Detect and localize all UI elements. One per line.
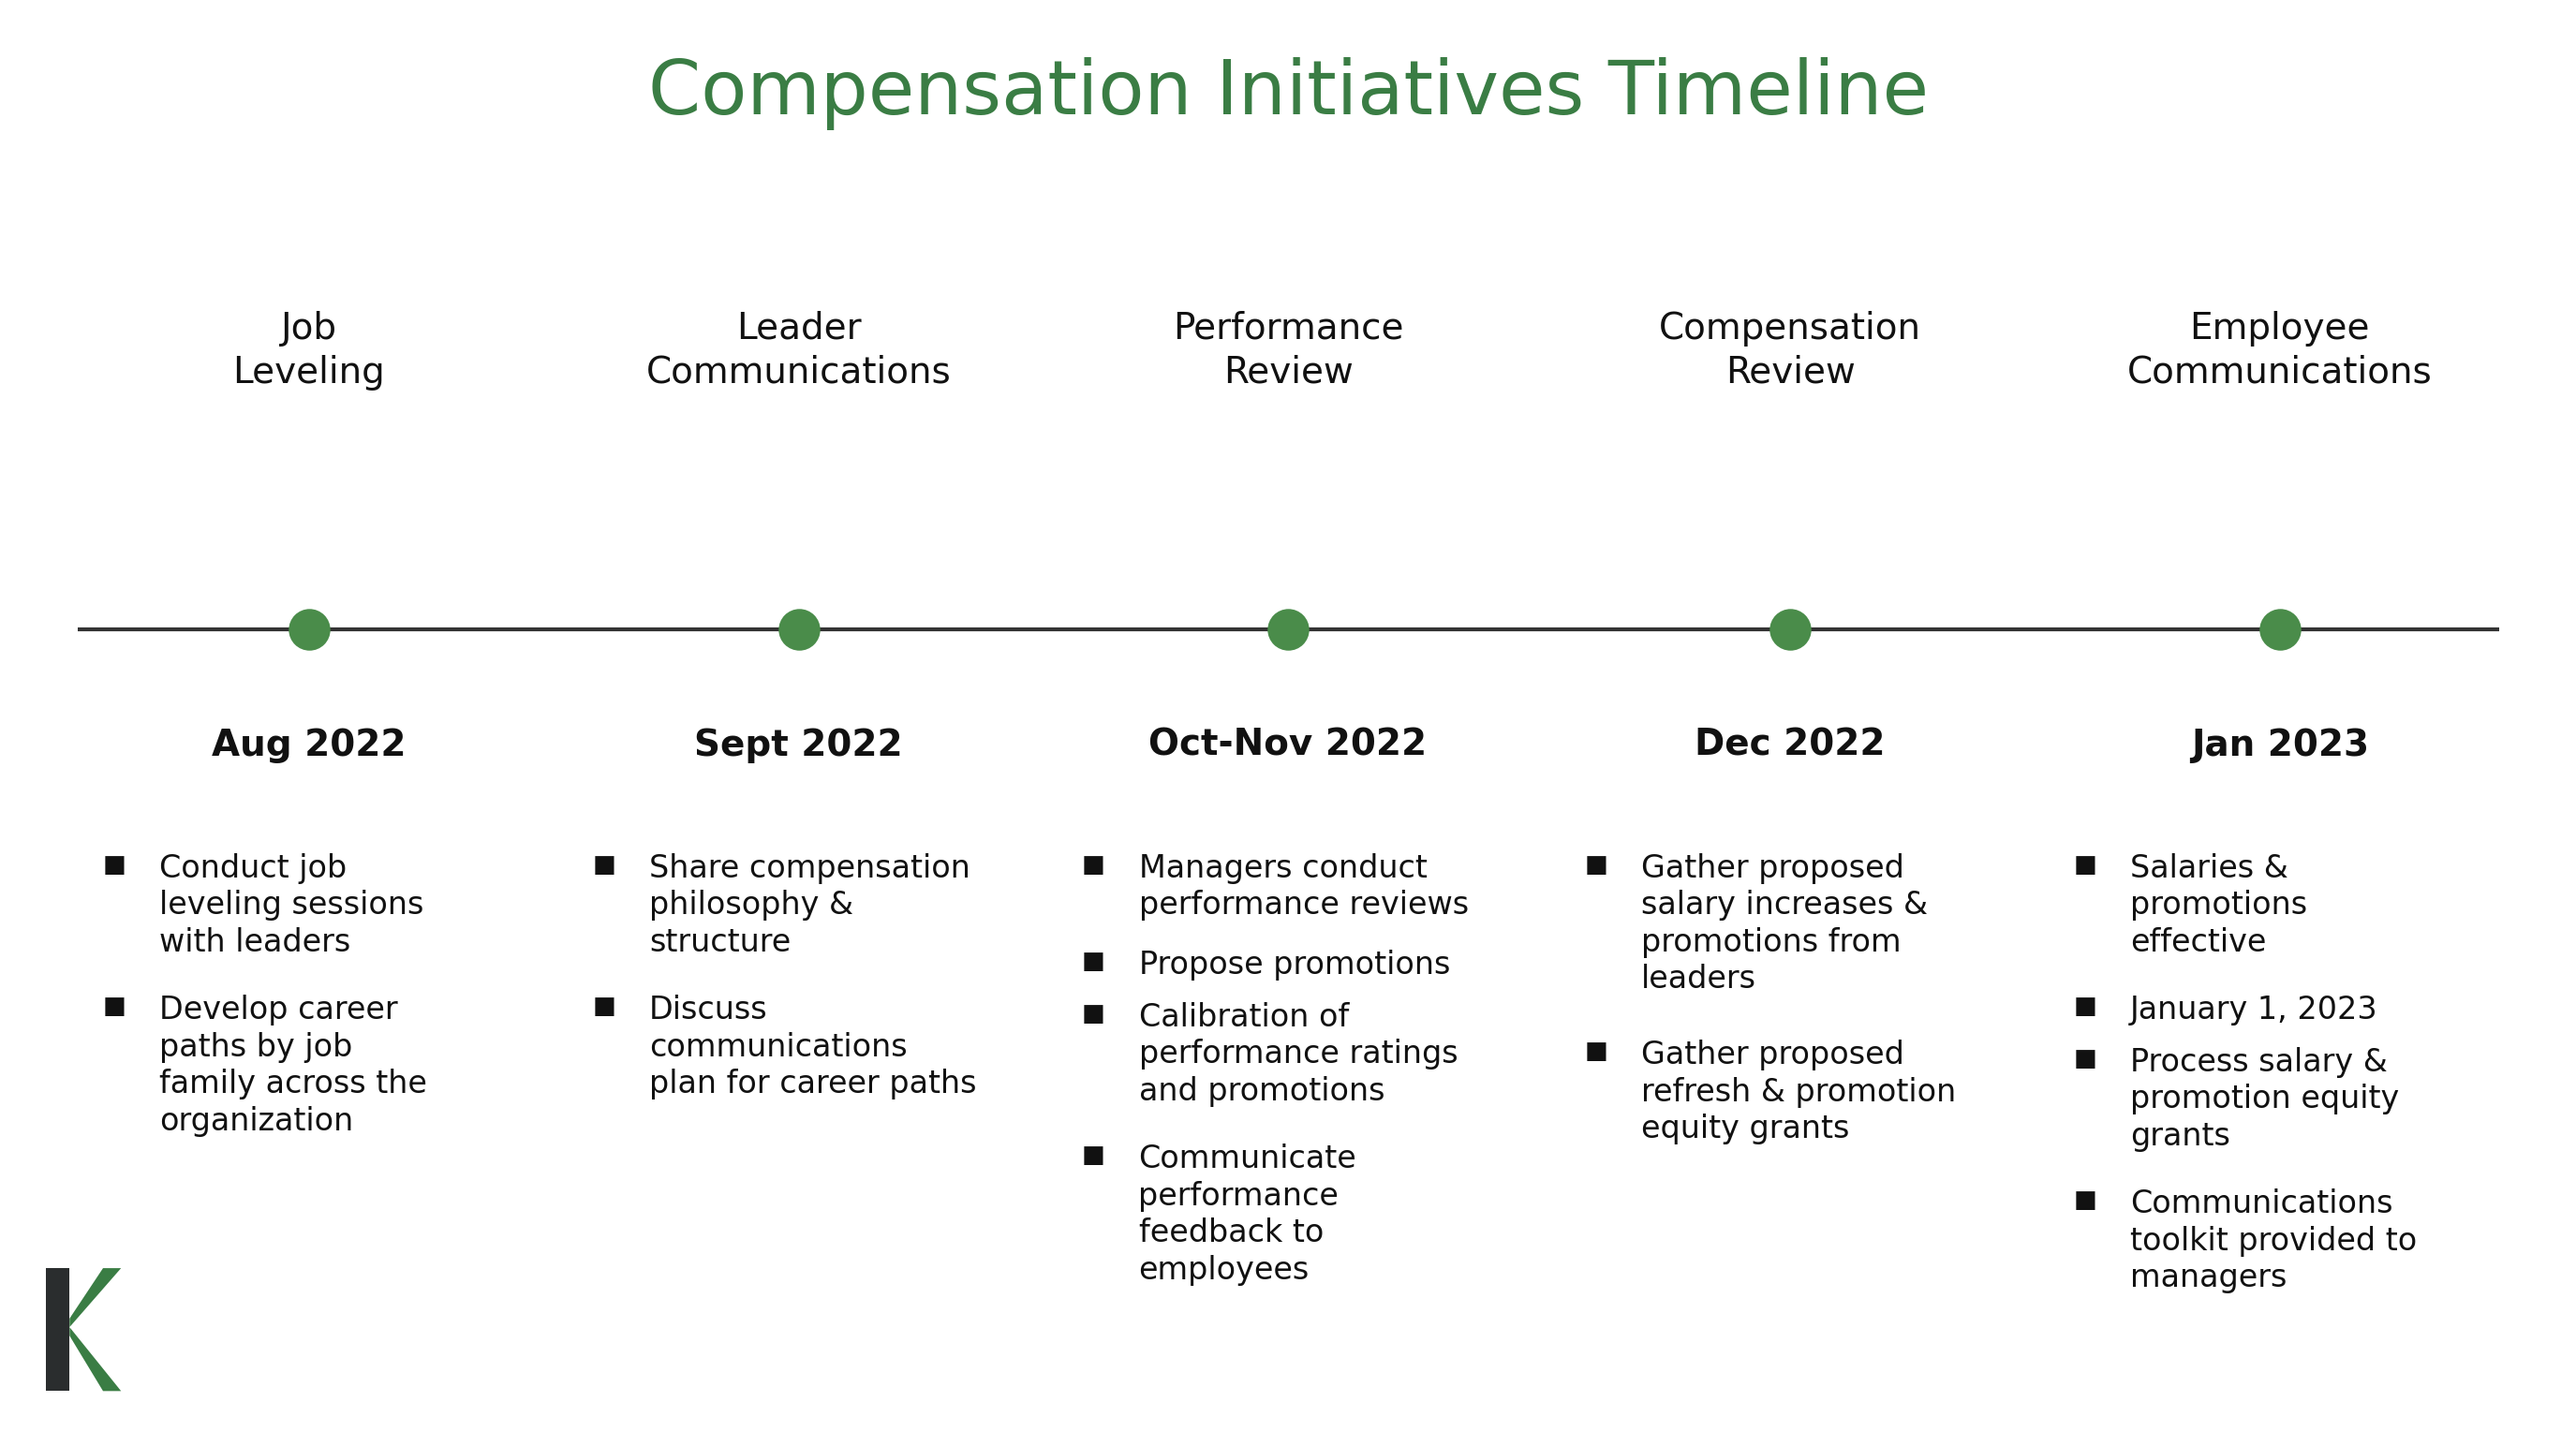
Text: ■: ■ <box>1082 853 1105 878</box>
Text: Process salary &
promotion equity
grants: Process salary & promotion equity grants <box>2130 1047 2398 1152</box>
Text: ■: ■ <box>2074 1189 2097 1213</box>
Text: ■: ■ <box>2074 1047 2097 1071</box>
Text: ■: ■ <box>2074 995 2097 1019</box>
Text: ■: ■ <box>592 995 616 1019</box>
Text: ■: ■ <box>1082 950 1105 975</box>
Polygon shape <box>70 1268 121 1327</box>
Text: Communications
toolkit provided to
managers: Communications toolkit provided to manag… <box>2130 1189 2416 1294</box>
Text: Calibration of
performance ratings
and promotions: Calibration of performance ratings and p… <box>1139 1002 1458 1108</box>
Text: ■: ■ <box>103 995 126 1019</box>
Text: Develop career
paths by job
family across the
organization: Develop career paths by job family acros… <box>160 995 428 1137</box>
Text: Employee
Communications: Employee Communications <box>2128 311 2432 390</box>
Text: Share compensation
philosophy &
structure: Share compensation philosophy & structur… <box>649 853 971 959</box>
Text: Gather proposed
refresh & promotion
equity grants: Gather proposed refresh & promotion equi… <box>1641 1040 1955 1145</box>
Text: ■: ■ <box>103 853 126 878</box>
Text: ■: ■ <box>1082 1002 1105 1027</box>
Text: Oct-Nov 2022: Oct-Nov 2022 <box>1149 727 1427 763</box>
Text: Gather proposed
salary increases &
promotions from
leaders: Gather proposed salary increases & promo… <box>1641 853 1927 995</box>
Text: Discuss
communications
plan for career paths: Discuss communications plan for career p… <box>649 995 976 1100</box>
Text: Aug 2022: Aug 2022 <box>211 727 407 763</box>
Text: Communicate
performance
feedback to
employees: Communicate performance feedback to empl… <box>1139 1144 1358 1285</box>
Text: Compensation
Review: Compensation Review <box>1659 311 1922 390</box>
Text: Jan 2023: Jan 2023 <box>2190 727 2370 763</box>
Text: Sept 2022: Sept 2022 <box>696 727 902 763</box>
Text: Dec 2022: Dec 2022 <box>1695 727 1886 763</box>
Text: Job
Leveling: Job Leveling <box>232 311 386 390</box>
Text: ■: ■ <box>1584 1040 1607 1064</box>
Text: Propose promotions: Propose promotions <box>1139 950 1450 980</box>
Text: ■: ■ <box>1082 1144 1105 1168</box>
Polygon shape <box>46 1268 70 1391</box>
Text: ■: ■ <box>1584 853 1607 878</box>
Text: Leader
Communications: Leader Communications <box>647 311 951 390</box>
Text: ■: ■ <box>2074 853 2097 878</box>
Text: Compensation Initiatives Timeline: Compensation Initiatives Timeline <box>647 58 1929 130</box>
Text: ■: ■ <box>592 853 616 878</box>
Text: Performance
Review: Performance Review <box>1172 311 1404 390</box>
Text: Salaries &
promotions
effective: Salaries & promotions effective <box>2130 853 2308 959</box>
Polygon shape <box>70 1327 121 1391</box>
Text: January 1, 2023: January 1, 2023 <box>2130 995 2378 1025</box>
Text: Conduct job
leveling sessions
with leaders: Conduct job leveling sessions with leade… <box>160 853 425 959</box>
Text: Managers conduct
performance reviews: Managers conduct performance reviews <box>1139 853 1468 921</box>
